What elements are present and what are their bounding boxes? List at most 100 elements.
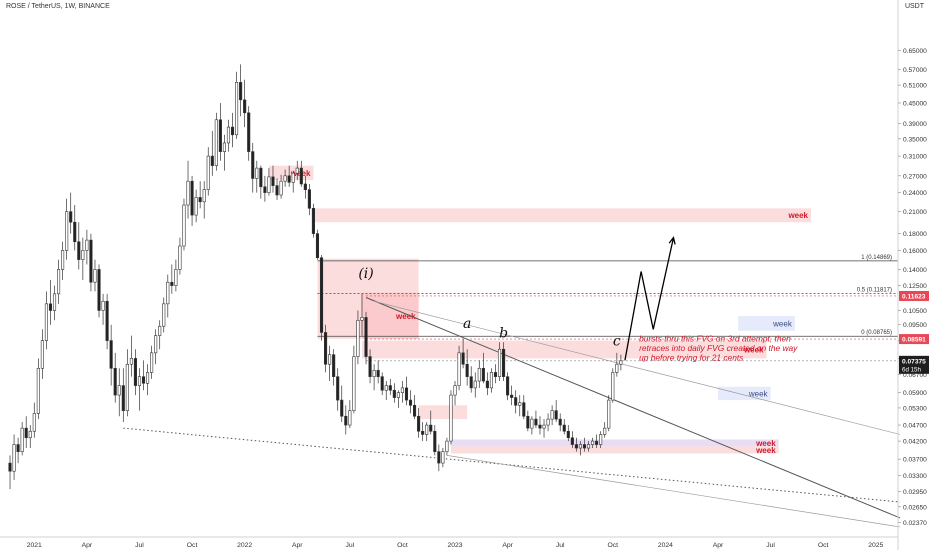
price-tag — [899, 334, 929, 345]
y-tick-label: 0.02370 — [903, 520, 927, 527]
candle — [364, 317, 368, 357]
candle — [214, 119, 218, 166]
candle — [615, 363, 619, 373]
candle — [376, 370, 380, 377]
candle — [287, 175, 291, 183]
candle — [477, 367, 481, 382]
candle — [404, 387, 409, 401]
candle — [344, 415, 348, 426]
price-tag — [899, 355, 929, 374]
zone-9 — [450, 446, 779, 454]
candle — [73, 221, 77, 243]
annotation-line: bursts thru this FVG on 3rd attempt, the… — [639, 333, 791, 343]
trend-line-1 — [365, 297, 901, 519]
candle — [251, 151, 255, 179]
x-tick-label: Jul — [345, 542, 354, 549]
candle — [113, 367, 117, 396]
candle — [485, 380, 489, 389]
candle — [497, 348, 502, 377]
candle — [263, 186, 267, 193]
candle — [562, 424, 566, 432]
candle — [255, 167, 259, 179]
y-tick-label: 0.03300 — [903, 473, 927, 480]
candle — [372, 370, 376, 377]
candle — [174, 269, 178, 286]
candle — [570, 437, 574, 445]
x-tick-label: Jul — [135, 542, 144, 549]
candle — [546, 418, 550, 426]
candle — [57, 269, 61, 295]
candle — [230, 126, 235, 136]
candle — [24, 427, 28, 439]
trend-line-3 — [446, 455, 901, 528]
candle — [413, 404, 417, 417]
arrow-head-icon — [668, 236, 676, 245]
candle — [550, 410, 554, 420]
zone-5 — [738, 316, 795, 331]
wave-label: b — [499, 325, 508, 341]
candle — [396, 392, 400, 398]
candle — [433, 430, 437, 452]
zone-1 — [313, 208, 812, 223]
candle — [380, 376, 384, 391]
x-tick-label: Oct — [187, 542, 198, 549]
candle — [162, 303, 166, 327]
y-tick-label: 0.10500 — [903, 308, 927, 315]
candle — [303, 183, 307, 190]
candle — [32, 413, 36, 432]
candle — [400, 387, 404, 393]
candle — [542, 424, 546, 429]
candle — [226, 126, 231, 144]
candle — [595, 440, 599, 445]
candle — [336, 376, 340, 401]
candle — [445, 440, 449, 452]
zone-6 — [717, 386, 771, 401]
candle — [384, 385, 388, 391]
candle — [554, 410, 558, 420]
candle — [158, 325, 162, 336]
candle — [93, 269, 97, 283]
candle — [206, 155, 210, 190]
fib-level-label: 1 (0.14869) — [861, 255, 892, 261]
y-tick-label: 0.65000 — [903, 48, 927, 55]
x-tick-label: 2023 — [447, 542, 462, 549]
x-tick-label: Jul — [556, 542, 565, 549]
fib-level-label: 0 (0.08765) — [861, 330, 892, 336]
y-tick-label: 0.45000 — [903, 100, 927, 107]
candle — [125, 363, 129, 411]
y-tick-label: 0.27000 — [903, 173, 927, 180]
candle — [352, 356, 356, 411]
candles — [8, 64, 623, 490]
candle — [582, 444, 587, 449]
candle — [607, 399, 611, 429]
x-tick-label: 2021 — [27, 542, 42, 549]
candle — [137, 376, 142, 386]
candle — [259, 167, 263, 188]
candle — [603, 427, 607, 435]
fib-level-label: 0.5 (0.11817) — [857, 288, 892, 294]
candle — [97, 269, 101, 311]
annotations: (i) a b c bursts thru this FVG on 3rd attemp… — [358, 266, 798, 363]
candle — [619, 360, 623, 365]
candle — [85, 239, 89, 251]
candle — [52, 293, 57, 311]
wave-label: (i) — [358, 266, 373, 282]
candle — [89, 239, 93, 283]
x-tick-label: Oct — [818, 542, 829, 549]
candle — [324, 332, 328, 365]
x-tick-label: Apr — [292, 542, 303, 549]
candle — [530, 418, 534, 429]
candle — [271, 176, 275, 186]
candle — [522, 402, 526, 417]
candle — [61, 250, 65, 270]
candle — [591, 440, 595, 445]
x-tick-label: Oct — [608, 542, 619, 549]
candle — [319, 257, 324, 333]
candle — [315, 233, 320, 259]
candle — [218, 119, 222, 152]
zone-label: week — [755, 446, 776, 455]
y-tick-label: 0.39000 — [903, 121, 927, 128]
y-tick-label: 0.24000 — [903, 190, 927, 197]
candle — [526, 415, 530, 429]
